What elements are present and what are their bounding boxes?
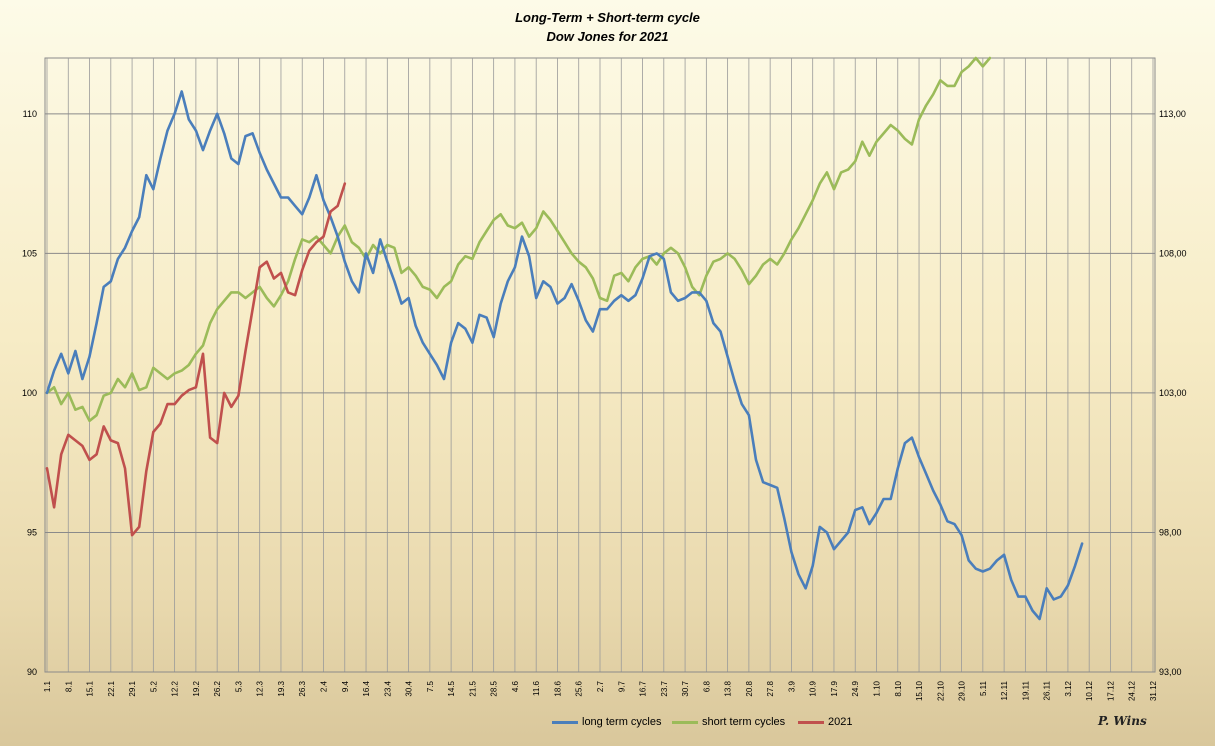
- x-tick-label: 27.8: [766, 680, 775, 696]
- x-tick-label: 21.5: [468, 680, 477, 696]
- x-tick-label: 18.6: [553, 680, 562, 696]
- x-tick-label: 17.9: [830, 680, 839, 696]
- x-tick-label: 22.1: [107, 680, 116, 696]
- x-tick-label: 19.3: [277, 680, 286, 696]
- left-y-tick-label: 90: [27, 667, 37, 677]
- series-line-2021: [45, 182, 347, 537]
- author-signature: P. Wins: [1098, 714, 1147, 728]
- x-tick-label: 8.10: [894, 680, 903, 696]
- x-tick-label: 29.10: [958, 680, 967, 701]
- x-tick-label: 16.7: [639, 680, 648, 696]
- x-tick-label: 5.2: [149, 680, 158, 692]
- chart-subtitle: Dow Jones for 2021: [546, 29, 669, 44]
- x-tick-label: 7.5: [426, 680, 435, 692]
- x-tick-label: 16.4: [362, 680, 371, 696]
- legend-item-long-term[interactable]: long term cycles: [552, 716, 661, 728]
- x-tick-label: 26.11: [1043, 680, 1052, 700]
- right-y-tick-label: 103,00: [1159, 388, 1187, 398]
- left-y-tick-label: 100: [22, 388, 37, 398]
- x-tick-label: 29.1: [128, 680, 137, 696]
- x-tick-label: 12.2: [171, 680, 180, 696]
- legend: long term cycles short term cycles 2021: [0, 716, 1215, 732]
- legend-label-long-term: long term cycles: [582, 716, 662, 728]
- right-y-tick-label: 113,00: [1159, 109, 1186, 119]
- x-tick-label: 4.6: [511, 680, 520, 692]
- series-lines: [45, 56, 1084, 621]
- x-tick-label: 3.12: [1064, 680, 1073, 696]
- right-y-tick-label: 98,00: [1159, 527, 1182, 537]
- series-line-short-term-cycles: [45, 56, 992, 423]
- series-line-long-term-cycles: [45, 90, 1084, 621]
- x-tick-label: 2.7: [596, 680, 605, 692]
- x-tick-label: 20.8: [745, 680, 754, 696]
- x-tick-label: 23.7: [660, 680, 669, 696]
- legend-item-2021[interactable]: 2021: [798, 716, 852, 728]
- x-tick-label: 1.10: [873, 680, 882, 696]
- x-tick-label: 1.1: [43, 680, 52, 692]
- right-y-axis-tick-labels: 93,00 98,00 103,00 108,00 113,00: [1159, 109, 1187, 677]
- x-tick-label: 31.12: [1149, 680, 1158, 701]
- left-y-axis-tick-labels: 90 95 100 105 110: [22, 109, 37, 677]
- x-tick-label: 9.7: [617, 680, 626, 692]
- x-tick-label: 10.12: [1085, 680, 1094, 701]
- x-tick-label: 26.2: [213, 680, 222, 696]
- right-y-tick-label: 93,00: [1159, 667, 1182, 677]
- x-tick-label: 30.7: [681, 680, 690, 696]
- gridlines: [45, 58, 1155, 673]
- x-tick-label: 11.6: [532, 680, 541, 696]
- x-tick-label: 28.5: [490, 680, 499, 696]
- x-tick-label: 25.6: [575, 680, 584, 696]
- left-y-tick-label: 110: [23, 109, 37, 119]
- x-tick-label: 12.11: [1000, 680, 1009, 700]
- x-tick-label: 5.11: [979, 680, 988, 696]
- legend-label-2021: 2021: [828, 716, 853, 728]
- chart-title: Long-Term + Short-term cycle: [515, 10, 700, 25]
- x-tick-label: 12.3: [256, 680, 265, 696]
- x-tick-label: 23.4: [383, 680, 392, 696]
- legend-swatch-2021: [798, 720, 824, 724]
- x-tick-label: 17.12: [1106, 680, 1115, 701]
- legend-swatch-short-term: [672, 720, 698, 724]
- x-tick-label: 26.3: [298, 680, 307, 696]
- left-y-tick-label: 105: [22, 248, 37, 258]
- x-axis-tick-labels: 1.1 8.1 15.1 22.1 29.1 5.2 12.2 19.2 26.2 5.3 12.3…: [43, 680, 1158, 701]
- x-tick-label: 5.3: [234, 680, 243, 692]
- x-tick-label: 30.4: [405, 680, 414, 696]
- x-tick-label: 22.10: [936, 680, 945, 701]
- x-tick-label: 10.9: [809, 680, 818, 696]
- x-tick-label: 24.12: [1128, 680, 1137, 701]
- x-tick-label: 15.1: [86, 680, 95, 696]
- legend-swatch-long-term: [552, 720, 578, 724]
- x-tick-label: 24.9: [851, 680, 860, 696]
- x-tick-label: 9.4: [341, 680, 350, 692]
- x-tick-label: 2.4: [320, 680, 329, 692]
- x-tick-label: 3.9: [787, 680, 796, 692]
- x-tick-label: 19.11: [1021, 680, 1030, 700]
- left-y-tick-label: 95: [27, 527, 37, 537]
- right-y-tick-label: 108,00: [1159, 248, 1187, 258]
- x-tick-label: 15.10: [915, 680, 924, 701]
- x-tick-label: 19.2: [192, 680, 201, 696]
- x-tick-label: 14.5: [447, 680, 456, 696]
- x-tick-label: 8.1: [64, 680, 73, 692]
- x-tick-label: 13.8: [724, 680, 733, 696]
- legend-item-short-term[interactable]: short term cycles: [672, 716, 785, 728]
- x-tick-label: 6.8: [702, 680, 711, 692]
- legend-label-short-term: short term cycles: [702, 716, 786, 728]
